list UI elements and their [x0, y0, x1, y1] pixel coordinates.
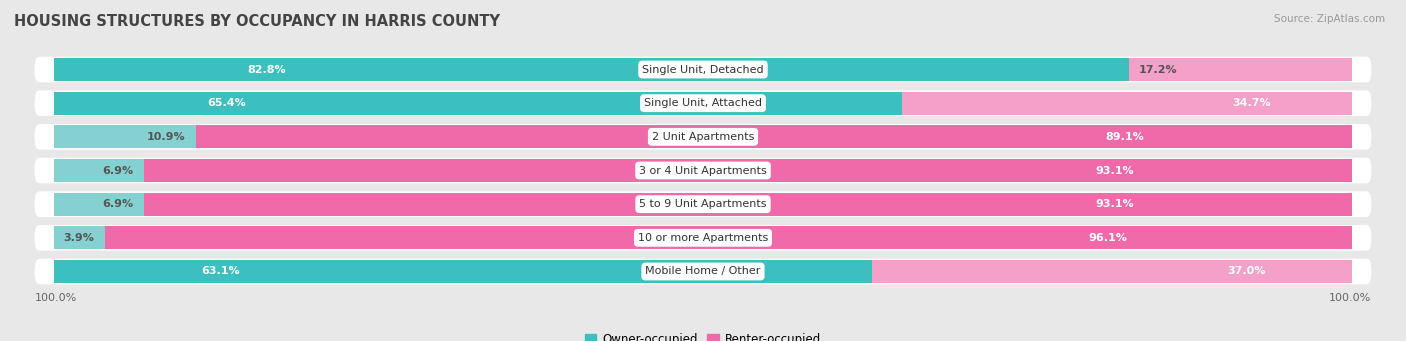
Text: 10.9%: 10.9%	[146, 132, 186, 142]
Bar	[53, 260, 873, 283]
Text: 82.8%: 82.8%	[247, 64, 287, 75]
Bar	[53, 159, 143, 182]
Text: 96.1%: 96.1%	[1088, 233, 1128, 243]
Text: 3.9%: 3.9%	[63, 233, 94, 243]
Text: Single Unit, Attached: Single Unit, Attached	[644, 98, 762, 108]
Bar	[195, 125, 1353, 148]
FancyBboxPatch shape	[35, 225, 1371, 251]
Text: 93.1%: 93.1%	[1095, 165, 1135, 176]
Text: 34.7%: 34.7%	[1232, 98, 1271, 108]
FancyBboxPatch shape	[35, 158, 1371, 183]
Bar	[104, 226, 1353, 249]
FancyBboxPatch shape	[35, 124, 1371, 150]
Text: 3 or 4 Unit Apartments: 3 or 4 Unit Apartments	[640, 165, 766, 176]
Text: Source: ZipAtlas.com: Source: ZipAtlas.com	[1274, 14, 1385, 24]
Text: 17.2%: 17.2%	[1139, 64, 1178, 75]
Bar	[143, 159, 1353, 182]
Text: Single Unit, Detached: Single Unit, Detached	[643, 64, 763, 75]
Bar	[53, 58, 1129, 81]
FancyBboxPatch shape	[35, 57, 1371, 82]
Text: 37.0%: 37.0%	[1227, 266, 1265, 277]
Bar	[53, 92, 903, 115]
Text: 89.1%: 89.1%	[1105, 132, 1143, 142]
Bar	[1129, 58, 1353, 81]
FancyBboxPatch shape	[35, 90, 1371, 116]
Bar	[872, 260, 1353, 283]
FancyBboxPatch shape	[35, 259, 1371, 284]
Bar	[53, 125, 195, 148]
Text: 65.4%: 65.4%	[207, 98, 246, 108]
Text: 6.9%: 6.9%	[103, 165, 134, 176]
Text: 10 or more Apartments: 10 or more Apartments	[638, 233, 768, 243]
Legend: Owner-occupied, Renter-occupied: Owner-occupied, Renter-occupied	[579, 329, 827, 341]
Text: 100.0%: 100.0%	[1329, 293, 1371, 303]
Bar	[143, 193, 1353, 216]
Text: Mobile Home / Other: Mobile Home / Other	[645, 266, 761, 277]
Bar	[901, 92, 1353, 115]
Bar	[53, 193, 143, 216]
Text: 2 Unit Apartments: 2 Unit Apartments	[652, 132, 754, 142]
Text: 63.1%: 63.1%	[201, 266, 240, 277]
Text: 93.1%: 93.1%	[1095, 199, 1135, 209]
Bar	[53, 226, 104, 249]
Text: 5 to 9 Unit Apartments: 5 to 9 Unit Apartments	[640, 199, 766, 209]
Text: 100.0%: 100.0%	[35, 293, 77, 303]
Text: HOUSING STRUCTURES BY OCCUPANCY IN HARRIS COUNTY: HOUSING STRUCTURES BY OCCUPANCY IN HARRI…	[14, 14, 501, 29]
Text: 6.9%: 6.9%	[103, 199, 134, 209]
FancyBboxPatch shape	[35, 191, 1371, 217]
